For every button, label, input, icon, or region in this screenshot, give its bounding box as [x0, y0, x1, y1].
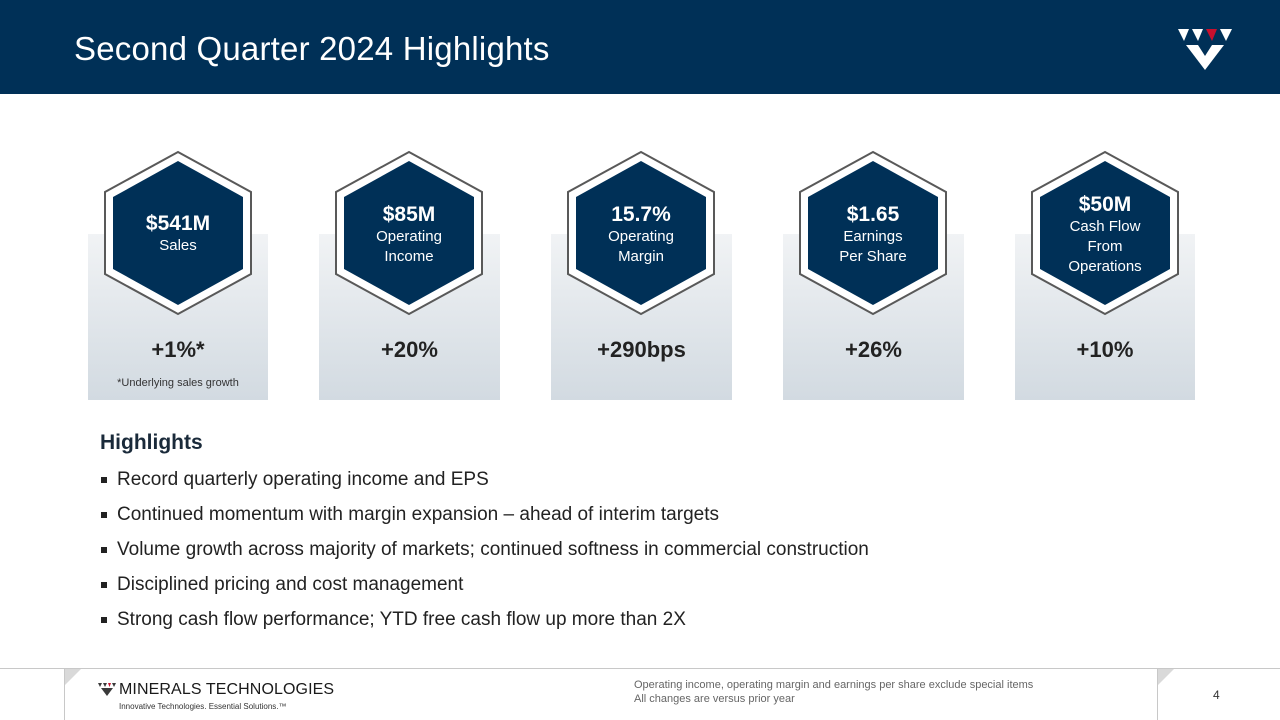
metric-label: Earnings [843, 228, 903, 245]
footer-corner-left [65, 669, 81, 685]
metric-footnote: *Underlying sales growth [117, 377, 239, 389]
page-number: 4 [1213, 688, 1220, 702]
metric-label: Operations [1068, 258, 1142, 275]
list-item: Volume growth across majority of markets… [100, 536, 869, 571]
metric-label: Income [384, 248, 434, 265]
metric-label: From [1087, 238, 1123, 255]
metric-change: +26% [845, 337, 902, 362]
footer-rule-left [64, 669, 65, 720]
title-bar: Second Quarter 2024 Highlights [0, 0, 1280, 94]
metric-value: $50M [1078, 193, 1132, 216]
metric-value: 15.7% [611, 203, 671, 226]
highlights-heading: Highlights [100, 431, 203, 454]
metric-label: Margin [618, 248, 664, 265]
footer-divider [0, 668, 1280, 669]
footer-disclaimer: Operating income, operating margin and e… [634, 678, 1033, 706]
metric-label: Per Share [839, 248, 907, 265]
brand-logo-icon [98, 683, 116, 696]
footer-corner-right [1158, 669, 1174, 685]
metric-change: +10% [1076, 337, 1134, 362]
metric-label: Sales [159, 237, 197, 254]
metric-change: +290bps [597, 337, 686, 362]
list-item: Continued momentum with margin expansion… [100, 501, 869, 536]
metric-label: Operating [376, 228, 442, 245]
metric-value: $1.65 [846, 203, 900, 226]
list-item: Record quarterly operating income and EP… [100, 466, 869, 501]
metric-badge-operating-margin: 15.7% Operating Margin [566, 150, 716, 316]
page-title: Second Quarter 2024 Highlights [74, 30, 550, 67]
metric-badge-sales: $541M Sales [103, 150, 253, 316]
metric-value: $85M [382, 203, 436, 226]
metric-badge-operating-income: $85M Operating Income [334, 150, 484, 316]
metric-label: Operating [608, 228, 674, 245]
disclaimer-line: All changes are versus prior year [634, 693, 795, 705]
company-logo-icon [1178, 29, 1232, 70]
metric-badge-cash-flow: $50M Cash Flow From Operations [1030, 150, 1180, 316]
brand-name: MINERALS TECHNOLOGIES [119, 681, 335, 698]
list-item: Disciplined pricing and cost management [100, 571, 869, 606]
metric-value: $541M [145, 212, 211, 235]
disclaimer-line: Operating income, operating margin and e… [634, 679, 1034, 691]
footer-rule-right [1157, 669, 1158, 720]
list-item: Strong cash flow performance; YTD free c… [100, 606, 869, 641]
brand-tagline: Innovative Technologies. Essential Solut… [119, 702, 287, 711]
metric-label: Cash Flow [1069, 218, 1141, 235]
metric-change: +20% [381, 337, 438, 362]
metric-change: +1%* [151, 337, 205, 362]
highlights-list: Record quarterly operating income and EP… [100, 466, 869, 641]
metric-badge-eps: $1.65 Earnings Per Share [798, 150, 948, 316]
